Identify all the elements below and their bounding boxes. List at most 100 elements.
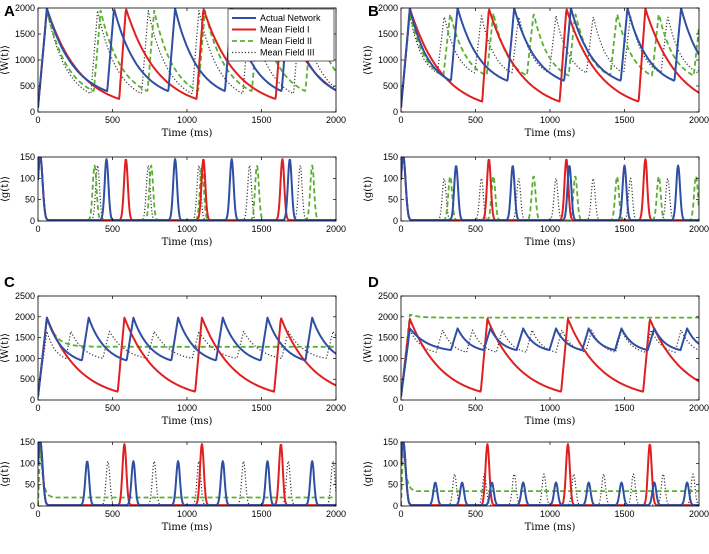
x-tick-label: 0 <box>398 403 403 413</box>
y-tick-label: 150 <box>383 437 398 447</box>
series-line-mean-field-i <box>38 442 336 506</box>
x-tick-label: 2000 <box>689 224 709 234</box>
subplot-d-w: 0 500 1000 1500 2000 0 500 1000 1500 2000 2500 Time… <box>363 291 709 427</box>
y-tick-label: 50 <box>25 195 35 205</box>
y-tick-label: 1000 <box>378 55 398 65</box>
x-tick-label: 500 <box>105 224 120 234</box>
y-tick-label: 2500 <box>15 291 35 301</box>
x-tick-label: 0 <box>35 224 40 234</box>
subplot-d-g: 0 500 1000 1500 2000 0 50 100 150 Time (ms) ⟨g(t)⟩ <box>363 437 709 533</box>
x-tick-label: 2000 <box>326 224 346 234</box>
series-line-mean-field-iii <box>401 15 699 108</box>
y-tick-label: 0 <box>393 216 398 226</box>
x-axis-label: Time (ms) <box>162 128 213 139</box>
y-axis-label: ⟨g(t)⟩ <box>0 176 11 202</box>
x-tick-label: 500 <box>468 224 483 234</box>
y-tick-label: 1500 <box>378 333 398 343</box>
y-tick-label: 0 <box>30 395 35 405</box>
x-tick-label: 500 <box>105 115 120 125</box>
y-tick-label: 2000 <box>378 312 398 322</box>
y-tick-label: 0 <box>30 107 35 117</box>
series-group <box>401 313 699 397</box>
series-line-mean-field-ii <box>401 443 699 506</box>
series-line-mean-field-iii <box>38 10 336 108</box>
y-tick-label: 0 <box>393 395 398 405</box>
x-tick-label: 500 <box>105 509 120 519</box>
series-line-mean-field-ii <box>401 157 699 221</box>
x-axis-label: Time (ms) <box>525 522 576 533</box>
y-axis-label: ⟨W(t)⟩ <box>363 45 374 75</box>
subplot-b-w: 0 500 1000 1500 2000 0 500 1000 1500 2000 Time (ms… <box>363 3 709 139</box>
x-tick-label: 0 <box>35 509 40 519</box>
y-tick-label: 150 <box>20 437 35 447</box>
legend-label-mean-field-i: Mean Field I <box>260 25 310 35</box>
series-line-mean-field-iii <box>401 329 699 397</box>
x-tick-label: 2000 <box>689 403 709 413</box>
x-tick-label: 1000 <box>177 509 197 519</box>
y-tick-label: 500 <box>20 81 35 91</box>
y-tick-label: 1000 <box>378 353 398 363</box>
x-tick-label: 1000 <box>177 224 197 234</box>
y-tick-label: 2000 <box>15 312 35 322</box>
y-axis-label: ⟨g(t)⟩ <box>363 461 374 487</box>
x-tick-label: 500 <box>468 115 483 125</box>
x-tick-label: 1000 <box>540 224 560 234</box>
y-tick-label: 1500 <box>15 333 35 343</box>
series-line-mean-field-ii <box>38 9 336 108</box>
x-tick-label: 1000 <box>177 115 197 125</box>
y-tick-label: 0 <box>30 216 35 226</box>
y-tick-label: 100 <box>20 458 35 468</box>
y-axis-label: ⟨W(t)⟩ <box>0 45 11 75</box>
y-axis-label: ⟨W(t)⟩ <box>0 333 11 363</box>
x-tick-label: 1500 <box>614 403 634 413</box>
x-tick-label: 0 <box>398 115 403 125</box>
x-axis-label: Time (ms) <box>162 237 213 248</box>
legend-label-mean-field-ii: Mean Field II <box>260 36 312 46</box>
y-axis-label: ⟨g(t)⟩ <box>363 176 374 202</box>
subplot-c-w: 0 500 1000 1500 2000 0 500 1000 1500 2000 2500 Time… <box>0 291 346 427</box>
x-tick-label: 0 <box>398 224 403 234</box>
series-line-mean-field-iii <box>401 157 699 221</box>
x-axis-label: Time (ms) <box>162 416 213 427</box>
x-axis-label: Time (ms) <box>162 522 213 533</box>
y-tick-label: 0 <box>393 107 398 117</box>
y-tick-label: 1500 <box>378 29 398 39</box>
series-line-mean-field-ii <box>38 444 336 506</box>
x-tick-label: 1500 <box>251 115 271 125</box>
subplot-b-g: 0 500 1000 1500 2000 0 50 100 150 Time (ms) ⟨g(t)⟩ <box>363 152 709 248</box>
x-tick-label: 0 <box>35 403 40 413</box>
subplot-a-g: 0 500 1000 1500 2000 0 50 100 150 Time (ms) ⟨g(t)⟩ <box>0 152 346 248</box>
x-tick-label: 1000 <box>177 403 197 413</box>
series-line-actual-network <box>38 316 336 397</box>
series-group <box>401 157 699 221</box>
series-group <box>401 8 699 108</box>
y-tick-label: 150 <box>383 152 398 162</box>
series-line-mean-field-iii <box>38 330 336 397</box>
y-tick-label: 500 <box>20 374 35 384</box>
x-tick-label: 1500 <box>614 115 634 125</box>
subplot-c-g: 0 500 1000 1500 2000 0 50 100 150 Time (ms) ⟨g(t)⟩ <box>0 437 346 533</box>
x-tick-label: 500 <box>468 403 483 413</box>
axes-frame <box>400 156 700 222</box>
legend-label-mean-field-iii: Mean Field III <box>260 48 315 58</box>
legend-label-actual-network: Actual Network <box>260 13 321 23</box>
x-tick-label: 1500 <box>614 509 634 519</box>
series-group <box>401 442 699 506</box>
y-tick-label: 2000 <box>15 3 35 13</box>
y-tick-label: 1500 <box>15 29 35 39</box>
y-tick-label: 50 <box>388 195 398 205</box>
series-group <box>38 316 336 397</box>
y-tick-label: 500 <box>383 374 398 384</box>
series-group <box>38 442 336 506</box>
series-line-actual-network <box>401 8 699 108</box>
x-axis-label: Time (ms) <box>525 128 576 139</box>
y-tick-label: 500 <box>383 81 398 91</box>
x-tick-label: 500 <box>105 403 120 413</box>
series-line-mean-field-ii <box>401 12 699 108</box>
x-tick-label: 500 <box>468 509 483 519</box>
x-tick-label: 1000 <box>540 403 560 413</box>
x-tick-label: 1500 <box>614 224 634 234</box>
